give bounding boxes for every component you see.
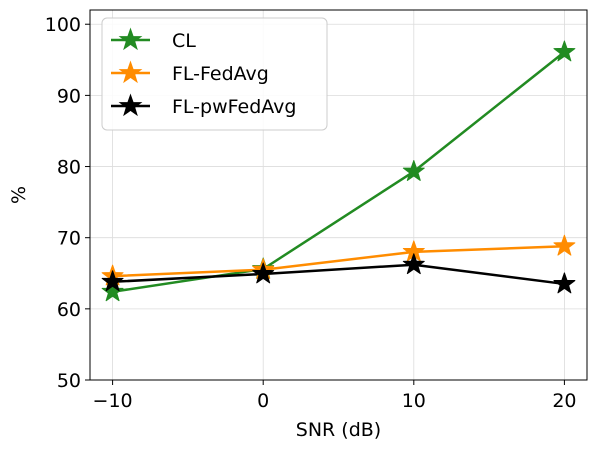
series-line-fl-pwfedavg [112,263,565,286]
legend-marker-fl-fedavg [118,60,143,84]
legend-marker-cl [118,27,143,51]
data-point-fl-pwfedavg [252,262,275,284]
data-point-cl [101,280,124,302]
y-tick-label: 90 [57,85,81,107]
y-tick-label: 50 [57,370,81,392]
data-point-fl-pwfedavg [402,253,425,275]
legend-label-fl-pwfedavg: FL-pwFedAvg [172,96,296,118]
x-tick-label: 0 [257,390,269,412]
legend-label-fl-fedavg: FL-FedAvg [172,63,269,85]
legend: CL FL-FedAvg FL-pwFedAvg [101,17,328,131]
data-point-fl-fedavg [553,234,576,256]
legend-box [101,17,328,131]
legend-label-cl: CL [172,30,196,52]
x-tick-label: −10 [93,390,133,412]
y-tick-label: 80 [57,157,81,179]
series-line-fl-fedavg [112,244,565,278]
legend-marker-fl-pwfedavg [118,93,143,117]
y-axis-ticks: 50 60 70 80 90 100 [45,14,90,392]
series-lines [101,40,576,302]
y-tick-label: 60 [57,299,81,321]
plot-area [89,9,588,381]
x-axis-ticks: −10 0 10 20 [93,380,577,412]
data-point-cl [402,160,425,181]
x-tick-label: 10 [402,390,426,412]
y-tick-label: 100 [45,14,81,36]
data-point-cl [553,40,576,62]
x-axis-label: SNR (dB) [296,419,381,441]
series-line-cl [112,51,566,294]
y-axis-label: % [8,186,30,204]
y-tick-label: 70 [57,228,81,250]
data-point-fl-pwfedavg [101,270,124,292]
x-tick-label: 20 [552,390,576,412]
data-point-fl-pwfedavg [553,272,576,294]
